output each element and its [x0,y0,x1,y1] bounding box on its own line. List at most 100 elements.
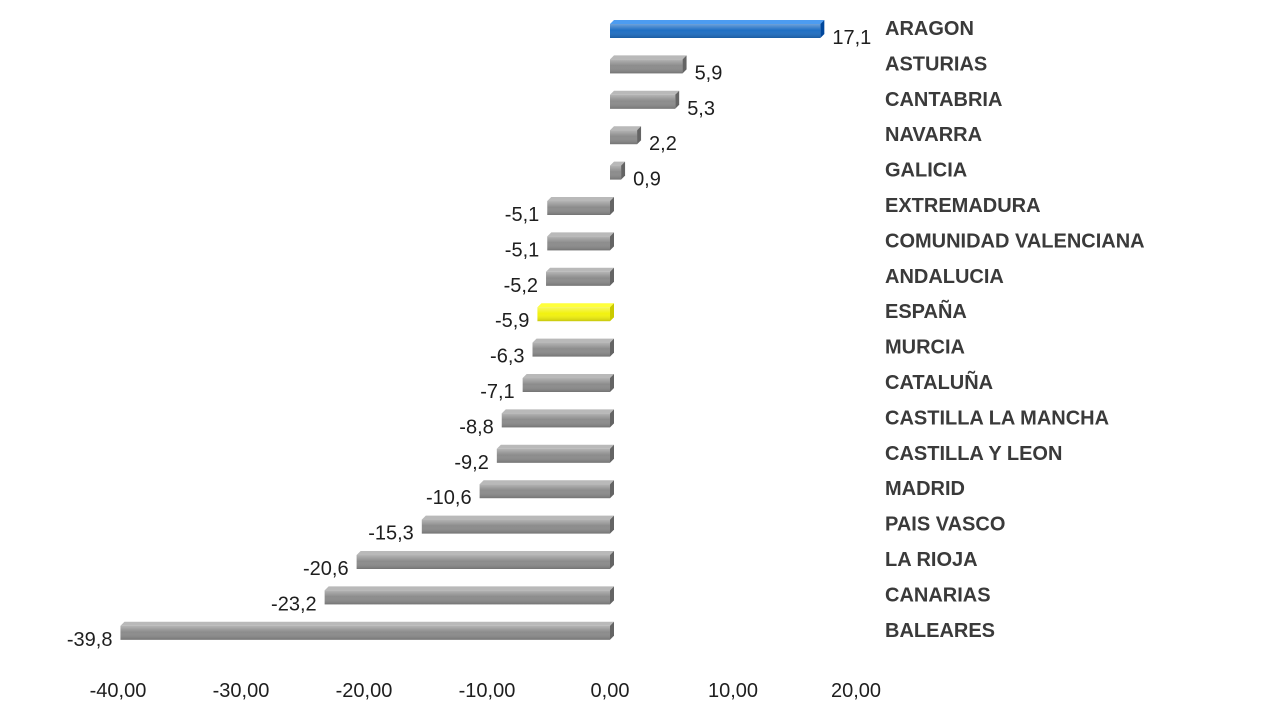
bar-aragon [610,20,825,38]
bar-side-face [637,126,642,145]
bar-shading [501,413,610,428]
bar-shading [547,201,610,215]
bar-baleares [120,621,615,640]
category-label: CASTILLA Y LEON [885,443,1062,465]
value-label: -5,9 [495,310,529,332]
value-label: -6,3 [490,346,524,368]
bar-top-face [120,621,615,626]
x-tick-label: 0,00 [591,680,630,702]
bar-madrid [479,480,614,499]
value-label: -39,8 [67,629,113,651]
bar-shading [532,342,610,357]
bar-top-face [610,20,825,24]
bar-top-face [537,303,614,308]
bar-top-face [610,126,642,131]
bar-top-face [496,444,614,449]
x-tick-label: -30,00 [213,680,270,702]
value-label: -20,6 [303,558,349,580]
x-tick-label: -20,00 [336,680,393,702]
category-label: PAIS VASCO [885,514,1005,536]
bar-castilla-la-mancha [501,409,614,428]
bar-galicia [610,161,626,180]
bar-shading [610,165,622,180]
value-label: -5,2 [504,275,538,297]
category-label: MADRID [885,478,965,500]
category-label: COMUNIDAD VALENCIANA [885,230,1145,252]
bar-andalucia [546,267,614,286]
bar-top-face [610,55,687,60]
x-tick-label: 10,00 [708,680,758,702]
bar-side-face [820,20,825,38]
value-label: 0,9 [633,169,661,191]
bar-canarias [324,586,614,605]
x-tick-label: 20,00 [831,680,881,702]
value-label: -23,2 [271,593,317,615]
bar-side-face [675,90,680,109]
bar-side-face [610,303,614,322]
category-label: CANARIAS [885,584,991,606]
bar-top-face [546,267,614,272]
bar-side-face [610,338,614,357]
bar-comunidad-valenciana [547,232,614,251]
bar-top-face [479,480,614,485]
category-label: MURCIA [885,337,965,359]
bar-side-face [610,444,614,463]
bar-side-face [610,586,614,605]
value-label: 5,9 [695,62,723,84]
value-label: -5,1 [505,204,539,226]
bar-top-face [547,232,614,237]
category-label: ANDALUCIA [885,266,1004,288]
value-label: -8,8 [459,416,493,438]
bar-top-face [522,374,614,378]
category-label: GALICIA [885,160,967,182]
bars-layer [120,20,825,640]
bar-top-face [324,586,614,591]
bar-shading [610,130,638,145]
bar-top-face [547,197,614,201]
bar-españa [537,303,614,322]
bar-side-face [610,515,614,534]
bar-extremadura [547,197,614,215]
bar-shading [496,448,610,463]
value-label: 2,2 [649,133,677,155]
bar-side-face [610,409,614,428]
bar-shading [421,519,610,534]
x-axis-ticks: -40,00 -30,00 -20,00 -10,00 0,00 10,00 20,00 [90,680,881,702]
bar-shading [547,236,610,251]
x-tick-label: -10,00 [459,680,516,702]
bar-side-face [610,232,614,251]
category-label: BALEARES [885,620,995,642]
value-label: -7,1 [480,381,514,403]
category-label: ASTURIAS [885,53,987,75]
bar-shading [479,484,610,499]
bar-side-face [610,551,614,569]
bar-side-face [610,480,614,499]
bar-top-face [610,161,626,166]
bar-shading [522,378,610,392]
bar-side-face [682,55,687,74]
value-label: -9,2 [454,452,488,474]
category-label: CANTABRIA [885,89,1002,111]
bar-top-face [501,409,614,414]
bar-side-face [621,161,626,180]
category-label: ESPAÑA [885,300,967,323]
bar-top-face [356,551,614,555]
value-label: 5,3 [687,98,715,120]
bar-shading [610,94,676,109]
region-labels-layer: ARAGON ASTURIAS CANTABRIA NAVARRA GALICIA EXT… [885,18,1145,642]
bar-cataluña [522,374,614,392]
bar-side-face [610,621,614,640]
value-label: -5,1 [505,239,539,261]
category-label: LA RIOJA [885,549,978,571]
value-label: -10,6 [426,487,472,509]
bar-top-face [610,90,680,95]
bar-shading [324,590,610,605]
bar-side-face [610,197,614,215]
value-label: -15,3 [368,523,414,545]
bar-navarra [610,126,642,145]
bar-shading [356,555,610,569]
bar-top-face [532,338,614,343]
category-label: NAVARRA [885,124,982,146]
bar-cantabria [610,90,680,109]
